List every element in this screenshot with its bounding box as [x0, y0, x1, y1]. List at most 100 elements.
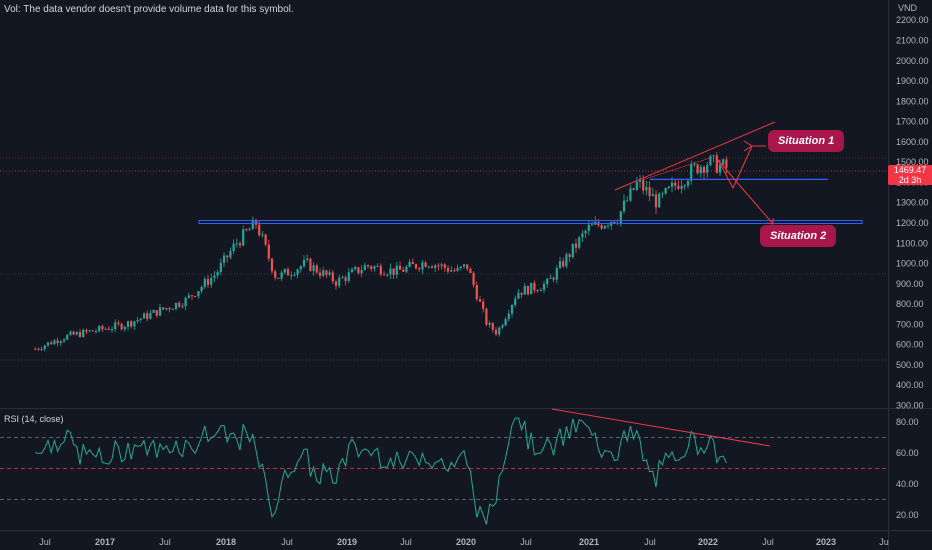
- candle-body: [152, 310, 155, 313]
- candle-body: [450, 270, 453, 272]
- candle-body: [418, 268, 421, 270]
- candle-body: [242, 229, 245, 246]
- price-axis-tick: 1500.00: [896, 157, 929, 167]
- time-axis-tick: Jul: [281, 537, 293, 547]
- candle-body: [722, 159, 725, 165]
- candle-body: [491, 323, 494, 330]
- candle-body: [389, 268, 392, 275]
- price-axis-tick: 1600.00: [896, 137, 929, 147]
- candle-body: [299, 266, 302, 270]
- candle-body: [120, 323, 123, 330]
- candle-body: [274, 271, 277, 278]
- time-axis-tick: Jul: [762, 537, 774, 547]
- candle-body: [162, 307, 165, 310]
- candle-body: [338, 277, 341, 286]
- candle-body: [370, 266, 373, 269]
- candle-body: [485, 308, 488, 325]
- price-axis-tick: 1700.00: [896, 117, 929, 127]
- rsi-indicator-label[interactable]: RSI (14, close): [4, 414, 64, 424]
- candle-body: [101, 325, 104, 330]
- candle-body: [267, 244, 270, 259]
- candle-body: [706, 165, 709, 173]
- candle-body: [325, 270, 328, 275]
- candle-body: [331, 272, 334, 282]
- candle-body: [290, 275, 293, 277]
- candle-body: [126, 321, 130, 327]
- price-axis-tick: 900.00: [896, 279, 924, 289]
- candle-body: [264, 234, 267, 245]
- candle-body: [520, 292, 523, 295]
- candle-body: [312, 265, 315, 272]
- candle-body: [686, 180, 690, 186]
- candle-body: [571, 243, 574, 258]
- candle-body: [50, 342, 53, 345]
- candle-body: [619, 211, 622, 223]
- candle-body: [642, 179, 645, 191]
- candle-body: [530, 282, 533, 295]
- price-axis-tick: 300.00: [896, 401, 924, 411]
- candle-body: [334, 281, 338, 286]
- time-axis-tick: Jul: [159, 537, 171, 547]
- candle-body: [549, 277, 552, 279]
- candle-body: [66, 334, 69, 340]
- candle-body: [139, 318, 142, 320]
- time-axis-tick: 2023: [816, 537, 836, 547]
- time-axis-tick: 2017: [95, 537, 115, 547]
- candle-body: [248, 229, 251, 231]
- time-axis-tick: 2022: [698, 537, 718, 547]
- candle-body: [219, 262, 222, 273]
- candle-body: [699, 166, 702, 174]
- candle-body: [517, 292, 520, 299]
- rising-trendline: [614, 121, 776, 191]
- candle-body: [718, 164, 722, 173]
- candle-body: [107, 328, 110, 330]
- candle-body: [453, 270, 456, 272]
- candle-body: [187, 295, 190, 298]
- candle-body: [194, 296, 197, 298]
- candle-body: [482, 301, 485, 309]
- candle-body: [440, 264, 443, 266]
- candle-body: [245, 229, 248, 231]
- candle-body: [40, 349, 43, 351]
- candle-body: [360, 270, 363, 274]
- candle-body: [322, 270, 325, 276]
- candle-body: [411, 261, 414, 265]
- candle-body: [178, 302, 181, 307]
- candle-body: [408, 261, 411, 267]
- candle-body: [446, 268, 450, 272]
- candle-body: [555, 268, 558, 280]
- candle-body: [581, 233, 584, 238]
- candle-body: [427, 266, 430, 268]
- candle-body: [466, 264, 469, 269]
- candle-body: [398, 265, 402, 270]
- candle-body: [546, 278, 549, 285]
- candle-body: [37, 348, 40, 350]
- candle-body: [725, 159, 728, 168]
- candle-body: [270, 258, 274, 272]
- situation-2-label[interactable]: Situation 2: [760, 225, 837, 247]
- candle-body: [558, 261, 562, 269]
- price-axis-tick: 700.00: [896, 319, 924, 329]
- candle-body: [715, 155, 718, 173]
- candle-body: [462, 264, 466, 267]
- candle-body: [702, 166, 706, 173]
- price-axis-tick: 600.00: [896, 340, 924, 350]
- candle-body: [696, 164, 699, 174]
- candle-body: [357, 267, 360, 274]
- candle-body: [405, 266, 408, 272]
- candles: [34, 152, 728, 352]
- rsi-axis-tick: 80.00: [896, 417, 919, 427]
- time-axis-tick: 2020: [456, 537, 476, 547]
- candle-body: [261, 234, 264, 236]
- candle-body: [318, 272, 322, 276]
- candle-body: [91, 330, 94, 332]
- candle-body: [683, 185, 686, 187]
- candle-body: [306, 258, 309, 260]
- candle-body: [280, 272, 283, 279]
- situation-1-label[interactable]: Situation 1: [768, 130, 845, 152]
- price-axis-tick: 1200.00: [896, 218, 929, 228]
- candle-body: [104, 328, 107, 330]
- time-axis-tick: 2021: [579, 537, 599, 547]
